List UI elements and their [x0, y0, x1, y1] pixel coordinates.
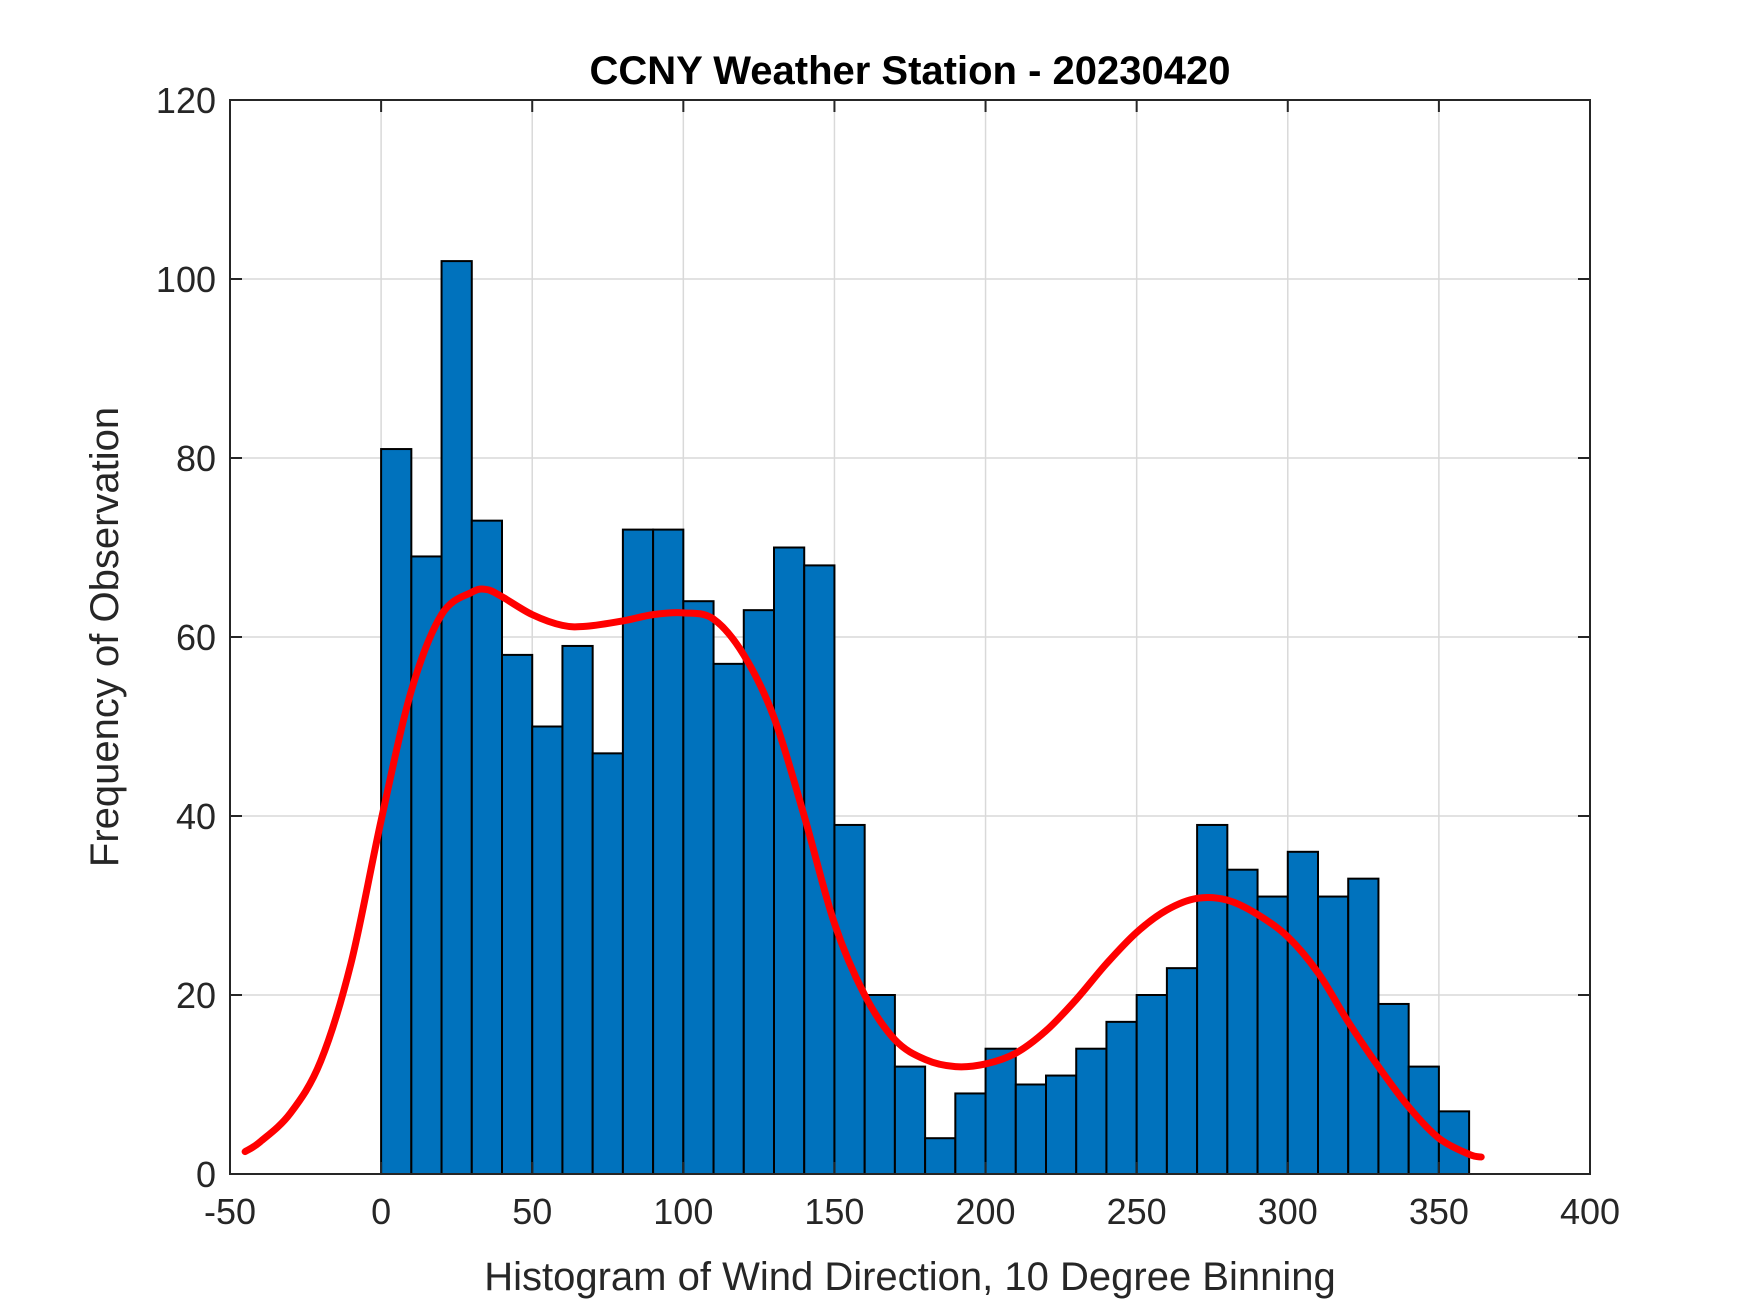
histogram-bar: [501, 653, 534, 1175]
y-tick-label: 60: [176, 617, 216, 658]
histogram-bar: [531, 725, 564, 1175]
histogram-bar: [954, 1092, 987, 1175]
x-tick-label: 0: [371, 1191, 391, 1232]
histogram-bar: [440, 260, 473, 1176]
y-tick-label: 100: [156, 259, 216, 300]
histogram-bar: [712, 662, 745, 1175]
histogram-bar: [1135, 994, 1168, 1175]
x-tick-label: 350: [1409, 1191, 1469, 1232]
x-tick-label: 300: [1258, 1191, 1318, 1232]
x-tick-label: 400: [1560, 1191, 1620, 1232]
fit-curve-group: [241, 585, 1485, 1161]
histogram-bar: [742, 609, 775, 1175]
y-tick-label: 80: [176, 438, 216, 479]
histogram-bar: [833, 823, 866, 1175]
histogram-bar: [652, 528, 685, 1175]
x-tick-label: 200: [956, 1191, 1016, 1232]
histogram-bar: [1256, 895, 1289, 1175]
y-tick-label: 120: [156, 80, 216, 121]
histogram-bar: [924, 1137, 957, 1175]
histogram-bar: [1317, 895, 1350, 1175]
y-tick-label: 40: [176, 796, 216, 837]
x-tick-label: 150: [804, 1191, 864, 1232]
histogram-bar: [1286, 850, 1320, 1175]
histogram-bar: [773, 546, 806, 1175]
histogram-bar: [1196, 823, 1229, 1175]
histogram-bar: [621, 528, 655, 1175]
histogram-bar: [1045, 1074, 1078, 1176]
histogram-bars: [380, 260, 1471, 1176]
axis-ticks: -50 0 50 100 150 200 250 300 350 4000204060801001…: [156, 80, 1620, 1232]
histogram-bar: [1105, 1020, 1138, 1175]
x-tick-label: 250: [1107, 1191, 1167, 1232]
histogram-bar: [893, 1065, 927, 1175]
y-tick-label: 0: [196, 1154, 216, 1195]
x-tick-label: -50: [204, 1191, 256, 1232]
x-axis-label: Histogram of Wind Direction, 10 Degree B…: [484, 1255, 1336, 1299]
x-tick-label: 50: [512, 1191, 552, 1232]
histogram-bar: [984, 1047, 1017, 1175]
histogram-bar: [591, 752, 624, 1175]
chart-title: CCNY Weather Station - 20230420: [590, 49, 1231, 93]
x-tick-label: 100: [653, 1191, 713, 1232]
histogram-bar: [1226, 868, 1259, 1175]
histogram-bar: [1014, 1083, 1047, 1175]
fit-curve-line: [241, 585, 1485, 1161]
histogram-bar: [1165, 967, 1199, 1176]
histogram-bar: [561, 644, 594, 1175]
histogram-bar: [470, 519, 503, 1175]
histogram-bar: [1075, 1047, 1108, 1175]
y-axis-label: Frequency of Observation: [83, 407, 127, 867]
histogram-bar: [410, 555, 443, 1175]
y-tick-label: 20: [176, 975, 216, 1016]
histogram-bar: [682, 600, 715, 1175]
